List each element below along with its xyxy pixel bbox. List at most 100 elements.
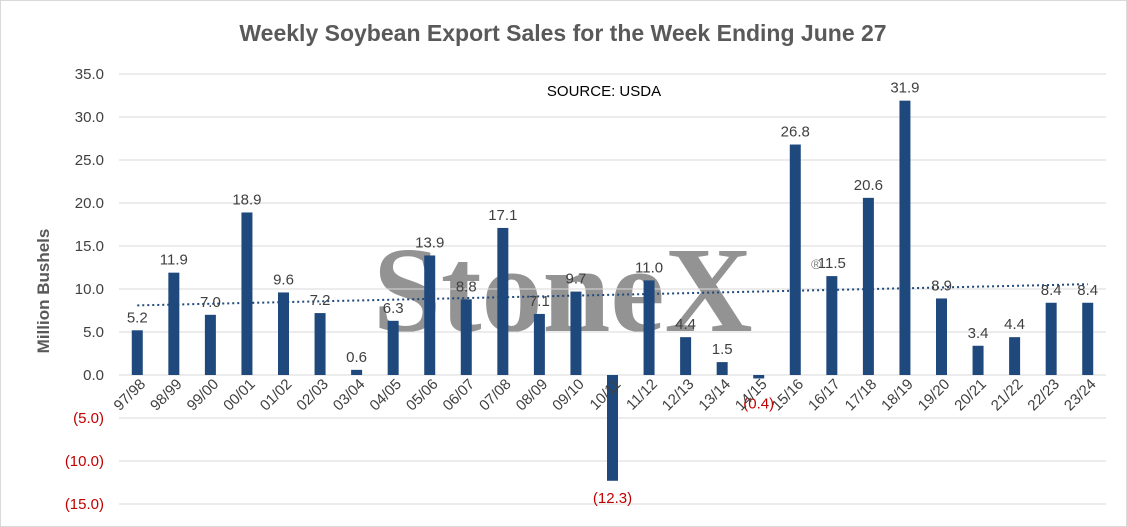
x-tick-label: 04/05	[366, 376, 405, 415]
x-tick-label: 07/08	[476, 376, 515, 415]
x-tick-label: 19/20	[915, 376, 954, 415]
x-tick-labels: 97/9898/9999/0000/0101/0202/0303/0404/05…	[111, 376, 1100, 415]
y-tick-label: 0.0	[83, 367, 104, 384]
bar	[497, 227, 509, 375]
x-tick-label: 21/22	[988, 376, 1027, 415]
bar	[278, 292, 289, 375]
y-tick-label: 20.0	[75, 195, 104, 212]
x-tick-label: 15/16	[769, 376, 808, 415]
bar	[607, 375, 618, 481]
y-axis-label: Million Bushels	[34, 229, 53, 354]
bar	[899, 100, 911, 375]
data-label: 8.8	[456, 278, 477, 295]
y-tick-label: (10.0)	[65, 453, 104, 470]
bar	[1009, 337, 1021, 375]
x-tick-label: 02/03	[293, 376, 332, 415]
x-tick-label: 13/14	[695, 376, 734, 415]
bar	[936, 298, 947, 375]
bar	[972, 345, 984, 375]
bar	[1082, 302, 1094, 375]
x-tick-label: 12/13	[659, 376, 698, 415]
bar	[826, 276, 838, 375]
trendline	[137, 283, 1088, 307]
bar	[862, 197, 874, 375]
chart-title: Weekly Soybean Export Sales for the Week…	[239, 20, 886, 46]
data-label: 7.1	[529, 293, 550, 310]
y-tick-label: (5.0)	[73, 410, 104, 427]
x-tick-label: 16/17	[805, 376, 844, 415]
bar	[789, 144, 801, 375]
bar	[570, 291, 582, 375]
y-tick-label: 25.0	[75, 152, 104, 169]
y-tick-labels: 35.0 30.0 25.0 20.0 15.0 10.0 5.0 0.0 (5.0) (10.0…	[65, 66, 104, 513]
bar	[716, 362, 728, 375]
x-tick-label: 98/99	[147, 376, 186, 415]
x-tick-label: 05/06	[403, 376, 442, 415]
data-label: 9.7	[566, 271, 587, 288]
x-tick-label: 18/19	[878, 376, 917, 415]
data-label: 17.1	[488, 207, 517, 224]
data-label: 11.5	[818, 255, 846, 272]
source-note: SOURCE: USDA	[547, 83, 661, 100]
data-label: 9.6	[273, 271, 294, 288]
bar	[680, 337, 692, 375]
bar	[131, 330, 143, 375]
data-label: 7.0	[200, 294, 221, 311]
x-tick-label: 06/07	[440, 376, 479, 415]
data-label: (12.3)	[593, 490, 632, 507]
data-label: 18.9	[232, 191, 261, 208]
bar	[168, 272, 180, 375]
data-label: 8.9	[931, 277, 952, 294]
y-tick-label: 5.0	[83, 324, 104, 341]
x-tick-label: 99/00	[184, 376, 223, 415]
data-labels: 5.2 11.9 7.0 18.9 9.6 7.2 0.6 6.3 13.9 8.8 17.1 7.1…	[127, 80, 1098, 507]
x-tick-label: 11/12	[623, 376, 661, 414]
bar	[424, 255, 436, 375]
bar	[241, 212, 253, 375]
bar	[204, 314, 216, 375]
bar	[643, 280, 655, 375]
data-label: 11.9	[160, 252, 188, 269]
data-label: 4.4	[1004, 316, 1025, 333]
x-tick-label: 01/02	[257, 376, 296, 415]
bar	[1045, 302, 1057, 375]
data-label: 7.2	[310, 292, 331, 309]
data-label: 8.4	[1077, 282, 1098, 299]
x-tick-label: 97/98	[111, 376, 150, 415]
bar	[314, 313, 326, 375]
y-tick-label: 30.0	[75, 109, 104, 126]
bar	[351, 369, 363, 375]
bar	[533, 313, 545, 375]
data-label: (0.4)	[743, 395, 774, 412]
bar	[753, 375, 765, 379]
x-tick-label: 00/01	[220, 376, 259, 415]
x-tick-label: 08/09	[513, 376, 552, 415]
x-tick-label: 20/21	[951, 376, 990, 415]
data-label: 31.9	[890, 80, 919, 97]
data-label: 20.6	[854, 177, 883, 194]
data-label: 13.9	[415, 234, 444, 251]
trendline-path	[137, 283, 1088, 307]
y-tick-label: (15.0)	[65, 496, 104, 513]
data-label: 26.8	[781, 124, 810, 141]
bars	[131, 100, 1094, 481]
x-tick-label: 09/10	[549, 376, 588, 415]
data-label: 6.3	[383, 300, 404, 317]
x-tick-label: 03/04	[330, 376, 369, 415]
bar	[387, 320, 399, 375]
data-label: 0.6	[346, 349, 367, 366]
watermark-registered-mark: ®	[811, 256, 822, 272]
y-tick-label: 15.0	[75, 238, 104, 255]
data-label: 11.0	[635, 259, 663, 276]
data-label: 4.4	[675, 316, 696, 333]
x-tick-label: 23/24	[1061, 376, 1100, 415]
x-tick-label: 22/23	[1024, 376, 1063, 415]
y-tick-label: 10.0	[75, 281, 104, 298]
x-tick-label: 17/18	[842, 376, 881, 415]
bar	[460, 299, 472, 375]
x-tick-label: 10/11	[587, 376, 625, 414]
data-label: 3.4	[968, 325, 989, 342]
y-tick-label: 35.0	[75, 66, 104, 83]
